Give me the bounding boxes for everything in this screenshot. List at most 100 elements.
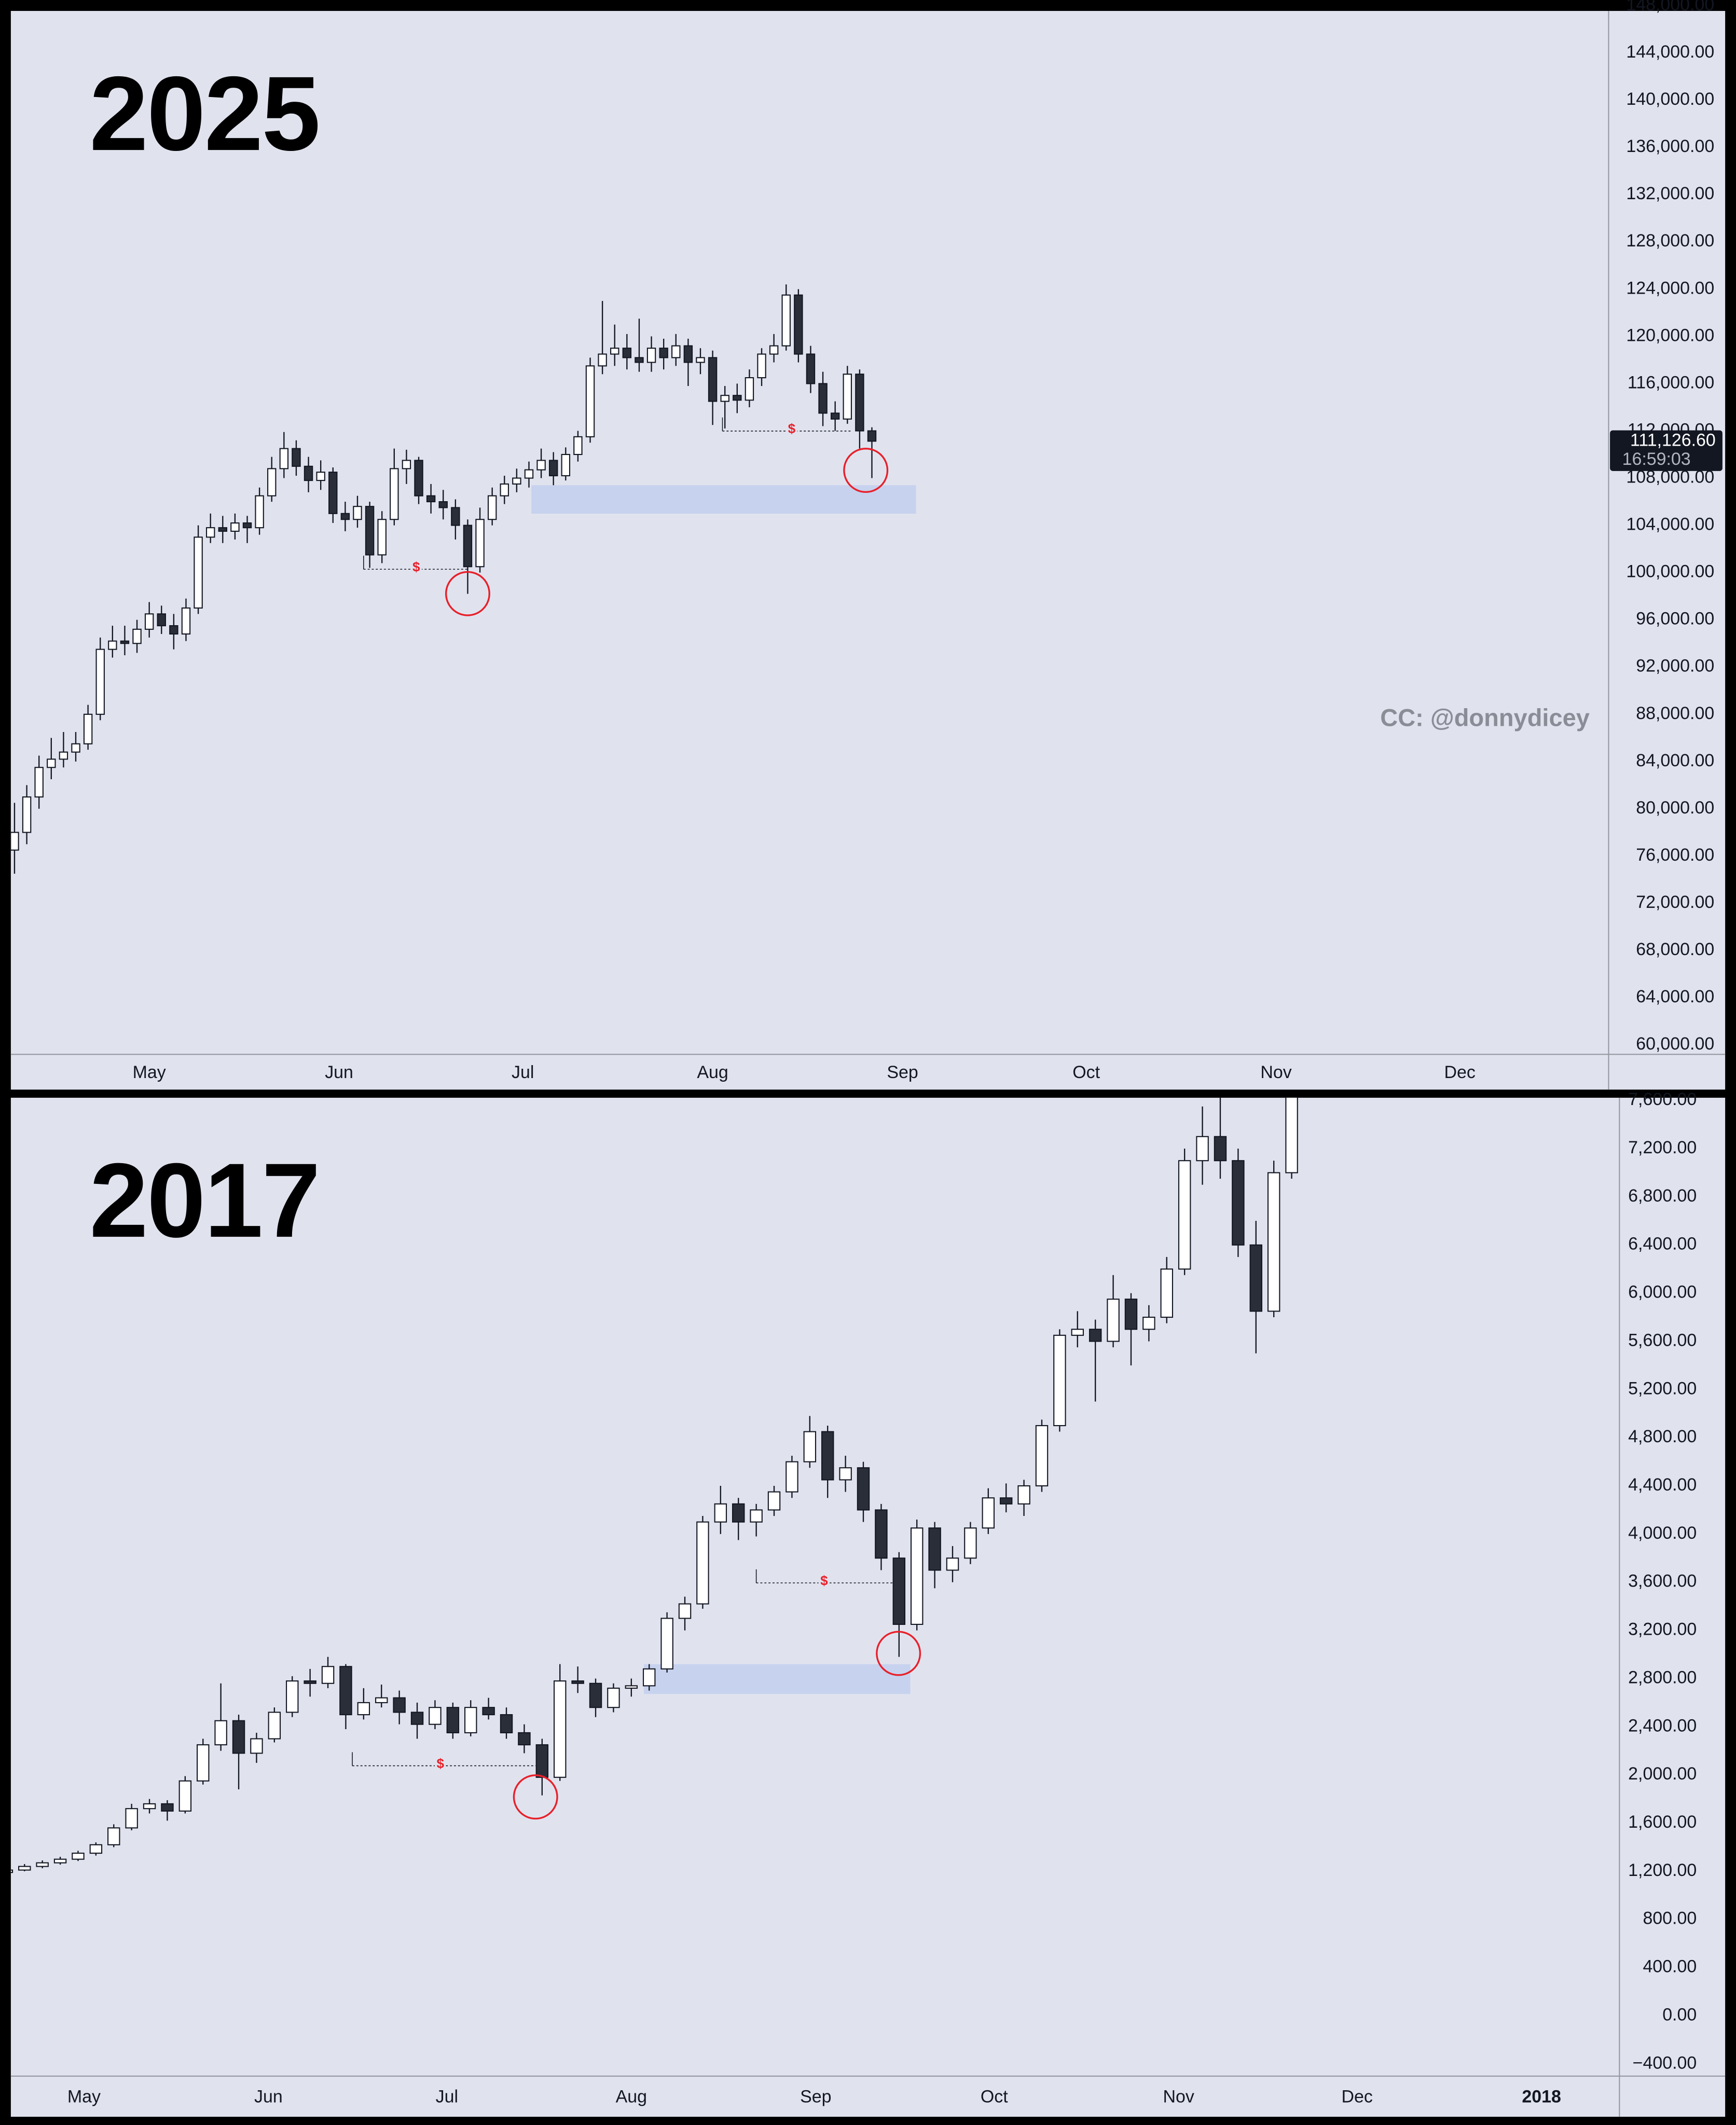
liquidity-label: $ [788,421,796,436]
candle-body [598,353,607,367]
candle-body [982,1497,995,1529]
candle-body [821,1431,834,1481]
candle-body [393,1697,406,1713]
candle-body [1017,1485,1030,1505]
candle-body [1178,1160,1191,1270]
candle-body [1232,1160,1245,1246]
candle-body [714,1503,727,1523]
candle-body [22,796,32,833]
candle-body [144,613,154,630]
candle-body [242,522,252,529]
y-tick-label: 96,000.00 [1636,609,1714,629]
plot-area: $$ [10,1097,1298,1873]
x-tick-label: Oct [981,2087,1008,2107]
candle-body [357,1702,370,1716]
candle-body [429,1707,442,1725]
y-tick-label: 800.00 [1643,1909,1697,1928]
y-tick-label: 80,000.00 [1636,798,1714,818]
candle-body [181,607,191,635]
candle-body [843,374,852,420]
candle-body [757,353,766,379]
candle-body [161,1803,174,1812]
candle-body [857,1467,870,1511]
candle-body [1035,1425,1049,1487]
y-tick-label: 72,000.00 [1636,892,1714,912]
candle-body [875,1509,888,1559]
candle-body [1142,1316,1155,1330]
candle-body [451,507,460,526]
y-tick-label: 2,400.00 [1628,1716,1697,1735]
y-tick-label: 116,000.00 [1628,372,1714,392]
candle-body [1071,1329,1084,1336]
y-tick-label: 0.00 [1662,2005,1697,2024]
candle-body [660,1618,673,1669]
candle-body [512,477,521,485]
candle-body [794,294,803,355]
candle-body [928,1527,941,1571]
x-tick-label: May [133,1062,166,1082]
chart-panel: 60,000.00 64,000.00 68,000.00 72,000.00 76,0… [10,0,1726,1090]
candle-body [720,395,729,402]
x-tick-label: Jul [512,1062,534,1082]
candle-body [59,751,68,760]
y-tick-label: −400.00 [1633,2053,1697,2073]
candle-body [683,345,693,363]
candle-body [230,522,240,532]
candle-body [696,357,705,363]
y-tick-label: 100,000.00 [1626,562,1714,582]
chart-panel: −400.00 0.00 400.00 800.00 1,200.00 1,600.00 2… [10,1089,1726,2117]
candle-body [304,465,313,481]
y-tick-label: 3,200.00 [1628,1620,1697,1639]
candle-body [365,506,375,556]
candle-body [946,1557,959,1571]
candle-body [769,345,779,355]
candle-body [622,348,632,358]
last-price-box [1610,430,1723,471]
candle-body [316,472,325,481]
y-tick-label: 7,200.00 [1628,1138,1697,1157]
x-tick-label: Nov [1163,2087,1194,2107]
candle-body [339,1666,352,1716]
candle-body [585,365,595,437]
candle-body [999,1497,1013,1505]
candle-body [89,1844,103,1854]
y-tick-label: 4,800.00 [1628,1427,1697,1446]
x-tick-label: Dec [1444,1062,1475,1082]
candle-body [910,1527,924,1625]
candle-body [438,501,448,508]
x-tick-label: 2018 [1522,2087,1561,2107]
liquidity-label: $ [820,1572,828,1588]
y-tick-label: 1,200.00 [1628,1860,1697,1880]
candle-body [72,1853,85,1860]
last-price-label: 111,126.60 [1630,430,1716,450]
x-tick-label: Dec [1342,2087,1373,2107]
candle-body [108,640,117,650]
candle-body [818,383,828,414]
candle-body [36,1862,49,1867]
y-tick-label: 64,000.00 [1636,987,1714,1006]
candle-body [1196,1136,1209,1162]
candle-body [205,527,215,538]
candle-body [635,357,644,363]
candle-body [607,1687,620,1708]
candle-body [803,1431,817,1462]
y-tick-label: 68,000.00 [1636,940,1714,959]
y-tick-label: 140,000.00 [1626,89,1714,109]
candle-body [255,495,264,529]
y-tick-label: 6,800.00 [1628,1186,1697,1206]
candle-body [53,1858,67,1864]
candle-body [286,1680,299,1713]
y-tick-label: 84,000.00 [1636,751,1714,770]
y-tick-label: 104,000.00 [1626,515,1714,534]
candle-body [218,527,228,532]
candle-body [232,1720,245,1754]
x-tick-label: Nov [1260,1062,1291,1082]
candle-body [964,1527,977,1559]
y-tick-label: 4,000.00 [1628,1523,1697,1543]
candle-body [1267,1172,1280,1312]
y-tick-label: 132,000.00 [1626,184,1714,203]
candle-body [125,1808,138,1829]
liquidity-label: $ [436,1756,444,1771]
candle-body [610,348,619,355]
